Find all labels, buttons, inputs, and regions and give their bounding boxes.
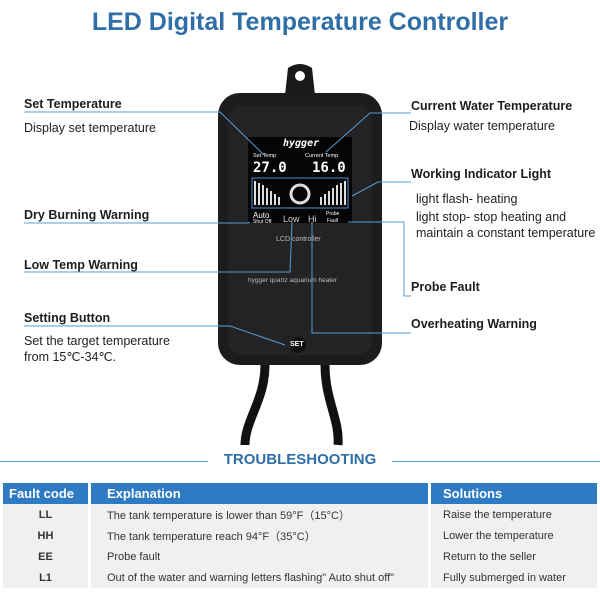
- divider-left: [0, 461, 208, 462]
- explanation: The tank temperature reach 94°F（35°C）: [91, 525, 428, 546]
- set-temp-value: 27.0: [253, 160, 287, 176]
- current-water-temp-desc: Display water temperature: [409, 119, 555, 133]
- set-temperature-desc: Display set temperature: [24, 121, 157, 135]
- table-row: HH The tank temperature reach 94°F（35°C） L…: [3, 525, 597, 546]
- set-button-bg: [290, 337, 306, 353]
- lcd-controller-label: LCD controller: [276, 236, 321, 243]
- table-row: LL The tank temperature is lower than 59°…: [3, 504, 597, 525]
- shut-off-indicator: Shut Off: [253, 219, 272, 225]
- header-solutions: Solutions: [431, 483, 597, 504]
- table-row: EE Probe fault Return to the seller: [3, 546, 597, 567]
- working-indicator-desc1: light flash- heating: [416, 192, 518, 206]
- header-explanation: Explanation: [91, 483, 428, 504]
- set-button: SET: [290, 341, 304, 348]
- low-temp-label: Low Temp Warning: [24, 258, 138, 272]
- explanation: The tank temperature is lower than 59°F（…: [91, 504, 428, 525]
- low-indicator: Low: [283, 214, 300, 224]
- troubleshooting-table: Fault code Explanation Solutions LL The t…: [0, 483, 600, 588]
- lcd-screen: [248, 137, 352, 223]
- set-temperature-label: Set Temperature: [24, 97, 122, 111]
- indicator-ring: [289, 183, 311, 205]
- explanation: Out of the water and warning letters fla…: [91, 567, 428, 588]
- current-water-temp-label: Current Water Temperature: [411, 99, 573, 113]
- solution: Return to the seller: [431, 546, 597, 567]
- page-title: LED Digital Temperature Controller: [91, 8, 509, 36]
- fault-code: EE: [3, 546, 88, 567]
- auto-indicator: Auto: [253, 211, 270, 220]
- solution: Fully submerged in water: [431, 567, 597, 588]
- setting-button-desc: Set the target temperature from 15℃-34℃.: [24, 334, 170, 364]
- working-indicator-label: Working Indicator Light: [411, 167, 552, 181]
- hi-indicator: Hi: [308, 214, 317, 224]
- set-temp-label: Set Temp: [253, 153, 277, 159]
- header-fault-code: Fault code: [3, 483, 88, 504]
- solution: Raise the temperature: [431, 504, 597, 525]
- setting-button-label: Setting Button: [24, 311, 111, 325]
- product-label: hygger quartz aquarium heater: [248, 277, 337, 284]
- table-row: L1 Out of the water and warning letters f…: [3, 567, 597, 588]
- fault-code: HH: [3, 525, 88, 546]
- indicator-bars: [254, 181, 346, 205]
- troubleshooting-heading: TROUBLESHOOTING: [223, 451, 377, 468]
- divider-right: [392, 461, 600, 462]
- probe-fault-label: Probe Fault: [411, 280, 480, 294]
- table-header: Fault code Explanation Solutions: [3, 483, 597, 504]
- fault-code: L1: [3, 567, 88, 588]
- explanation: Probe fault: [91, 546, 428, 567]
- solution: Lower the temperature: [431, 525, 597, 546]
- overheating-label: Overheating Warning: [411, 317, 537, 331]
- probe-indicator: Probe: [326, 211, 340, 217]
- cables: [240, 364, 343, 446]
- fault-indicator: Fault: [327, 218, 339, 224]
- fault-code: LL: [3, 504, 88, 525]
- dry-burning-label: Dry Burning Warning: [24, 208, 150, 222]
- callout-lines: [24, 111, 411, 346]
- working-indicator-desc2: light stop- stop heating and maintain a …: [416, 210, 596, 240]
- brand-logo: hygger: [283, 138, 320, 149]
- current-temp-value: 16.0: [312, 160, 346, 176]
- current-temp-label: Current Temp: [305, 153, 339, 159]
